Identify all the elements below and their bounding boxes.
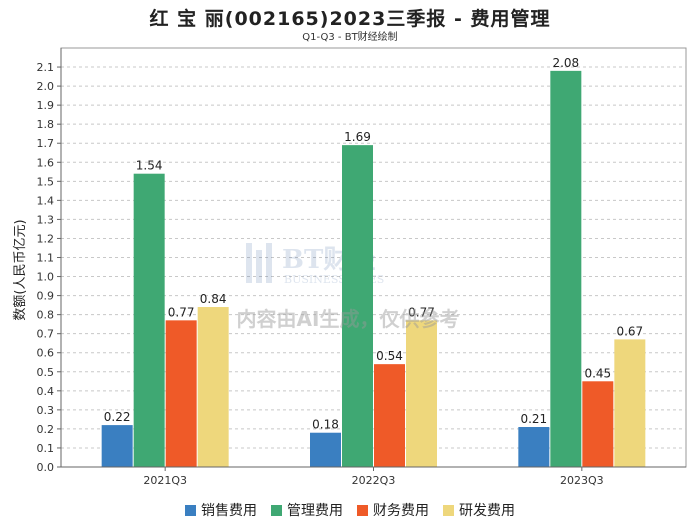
bar — [518, 427, 550, 467]
y-axis-label: 数额(人民币亿元) — [13, 219, 28, 320]
data-label: 1.69 — [344, 130, 371, 144]
y-tick-label: 0.1 — [37, 442, 55, 455]
y-tick-label: 0.0 — [37, 461, 55, 474]
data-label: 0.18 — [312, 418, 339, 432]
y-tick-label: 0.5 — [37, 366, 55, 379]
data-label: 0.54 — [376, 349, 403, 363]
legend: 销售费用 管理费用 财务费用 研发费用 — [0, 500, 700, 520]
data-label: 0.67 — [616, 324, 643, 338]
watermark-disclaimer: 内容由AI生成，仅供参考 — [237, 307, 460, 331]
data-label: 2.08 — [552, 56, 579, 70]
y-tick-label: 1.3 — [37, 213, 55, 226]
y-tick-label: 1.7 — [37, 137, 55, 150]
x-tick-label: 2021Q3 — [143, 474, 187, 487]
data-label: 1.54 — [136, 159, 163, 173]
y-tick-label: 1.0 — [37, 271, 55, 284]
legend-swatch — [185, 504, 196, 516]
y-tick-label: 1.8 — [37, 118, 55, 131]
bar — [133, 173, 165, 467]
y-tick-label: 1.6 — [37, 156, 55, 169]
legend-item: 销售费用 — [185, 500, 257, 520]
legend-swatch — [271, 504, 282, 516]
y-tick-label: 0.7 — [37, 328, 55, 341]
legend-swatch — [443, 504, 454, 516]
y-tick-label: 2.0 — [37, 80, 55, 93]
legend-label: 销售费用 — [201, 503, 257, 519]
data-label: 0.21 — [520, 412, 547, 426]
x-tick-label: 2022Q3 — [352, 474, 396, 487]
legend-label: 管理费用 — [287, 503, 343, 519]
watermark-logo-bar — [246, 243, 252, 283]
bar — [342, 145, 373, 467]
bar — [165, 320, 197, 467]
chart-subtitle: Q1-Q3 - BT财经绘制 — [302, 32, 398, 43]
bar — [197, 307, 229, 467]
y-tick-label: 1.1 — [37, 252, 55, 265]
bar — [550, 70, 582, 467]
y-tick-label: 0.9 — [37, 290, 55, 303]
y-tick-label: 0.4 — [37, 385, 55, 398]
data-label: 0.77 — [168, 305, 195, 319]
y-tick-label: 1.4 — [37, 194, 55, 207]
legend-swatch — [357, 504, 368, 516]
watermark-logo-bar — [256, 250, 262, 283]
y-tick-label: 1.9 — [37, 99, 55, 112]
data-label: 0.77 — [408, 305, 435, 319]
legend-label: 财务费用 — [373, 503, 429, 519]
bar — [374, 364, 405, 467]
y-tick-label: 1.2 — [37, 232, 55, 245]
legend-label: 研发费用 — [459, 503, 515, 519]
chart-title: 红 宝 丽(002165)2023三季报 - 费用管理 — [149, 8, 551, 30]
bar — [406, 320, 437, 467]
bar — [614, 339, 646, 467]
bars: 0.22 1.54 0.77 0.84 0.18 1.69 0.54 0.77 0.21 2.08… — [101, 56, 646, 467]
bar — [582, 381, 614, 467]
y-tick-label: 1.5 — [37, 175, 55, 188]
y-tick-label: 0.3 — [37, 404, 55, 417]
y-tick-label: 2.1 — [37, 61, 55, 74]
y-tick-label: 0.6 — [37, 347, 55, 360]
grid-lines — [60, 47, 687, 468]
bar — [310, 432, 341, 467]
x-tick-label: 2023Q3 — [560, 474, 604, 487]
legend-item: 研发费用 — [443, 500, 515, 520]
data-label: 0.22 — [104, 410, 131, 424]
y-tick-label: 0.2 — [37, 423, 55, 436]
bar — [101, 425, 133, 467]
y-tick-label: 0.8 — [37, 309, 55, 322]
axes: 0.0 0.1 0.2 0.3 0.4 0.5 0.6 0.7 0.8 0.9 1.0 1.1 1.2 1… — [37, 48, 686, 487]
data-label: 0.45 — [584, 366, 611, 380]
legend-item: 财务费用 — [357, 500, 429, 520]
legend-item: 管理费用 — [271, 500, 343, 520]
data-label: 0.84 — [200, 292, 227, 306]
watermark-logo-bar — [266, 243, 272, 283]
